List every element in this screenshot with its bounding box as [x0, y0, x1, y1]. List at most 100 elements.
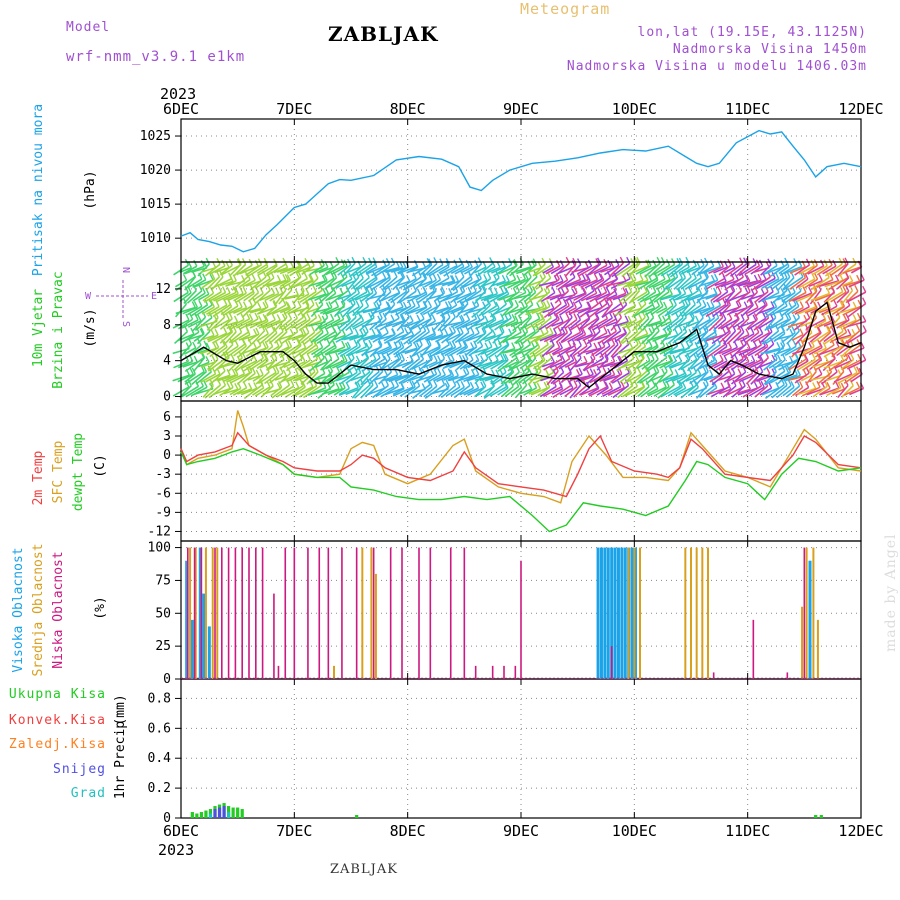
wind-barb: [193, 259, 198, 267]
wind-barb: [295, 381, 300, 389]
wind-barb: [246, 328, 251, 336]
wind-barb: [407, 306, 427, 315]
wind-barb: [351, 297, 356, 304]
wind-barb: [724, 276, 744, 291]
wind-barb: [366, 287, 371, 295]
wind-barb: [278, 345, 292, 357]
wind-barb: [740, 360, 756, 369]
wind-barb: [502, 331, 522, 344]
wind-barb: [601, 302, 622, 319]
wind-barb: [771, 354, 776, 362]
wind-barb: [206, 317, 219, 331]
wind-barb: [435, 293, 453, 301]
wind-barb: [675, 343, 694, 359]
legend-total-precip: Ukupna Kisa: [8, 687, 106, 702]
wind-barb: [737, 334, 750, 341]
wind-barb: [544, 293, 562, 301]
wind-barb: [620, 343, 639, 359]
wind-barb: [633, 325, 639, 332]
wind-barb: [345, 372, 362, 384]
wind-barb: [400, 340, 405, 348]
wind-barb: [489, 288, 494, 295]
wind-barb: [460, 289, 482, 305]
wind-barb: [543, 385, 563, 398]
low-cloud-bar: [277, 665, 280, 679]
wind-barb: [197, 361, 210, 368]
wind-barb: [726, 373, 742, 383]
wind-barb: [569, 299, 574, 307]
wind-barb: [792, 292, 813, 302]
high-cloud-bar: [613, 547, 617, 679]
total-precip-bar: [236, 807, 240, 818]
wind-barb: [736, 263, 750, 277]
wind-barb: [303, 330, 322, 345]
wind-barb: [676, 276, 692, 291]
wind-barb: [860, 273, 865, 281]
wind-barb: [814, 319, 827, 329]
y-tick-label: 0: [163, 811, 171, 826]
wind-barb: [611, 262, 631, 278]
wind-barb: [792, 314, 797, 321]
wind-barb: [259, 360, 275, 369]
wind-barb: [300, 371, 316, 385]
wind-barb: [286, 366, 292, 374]
wind-barb: [423, 300, 428, 308]
wind-barb: [226, 318, 245, 330]
wind-barb: [379, 266, 400, 274]
wind-barb: [650, 301, 656, 309]
wind-barb: [361, 369, 366, 376]
wind-barb: [370, 334, 382, 341]
wind-barb: [196, 330, 211, 345]
wind-barb: [576, 369, 581, 376]
mid-cloud-bar: [204, 547, 207, 679]
wind-barb: [464, 352, 469, 360]
wind-barb: [553, 318, 570, 330]
y-tick-label: 0.8: [148, 691, 171, 706]
wind-barb: [359, 299, 364, 306]
wind-barb: [645, 286, 650, 294]
wind-barb: [344, 342, 350, 350]
wind-barb: [418, 358, 433, 371]
wind-barb: [540, 300, 545, 307]
wind-barb: [475, 368, 480, 375]
wind-barb: [256, 266, 269, 274]
wind-barb: [735, 291, 751, 303]
wind-barb: [193, 333, 205, 342]
wind-barb: [315, 361, 328, 368]
wind-barb: [395, 311, 400, 319]
wind-barb: [718, 264, 732, 276]
wind-barb: [643, 285, 648, 293]
wind-barb: [538, 317, 558, 331]
wind-barb: [791, 306, 804, 315]
wind-barb: [314, 316, 329, 332]
wind-barb: [764, 370, 786, 386]
low-cloud-bar: [491, 665, 494, 679]
wind-barb: [677, 358, 691, 371]
wind-barb: [645, 371, 660, 385]
wind-barb: [203, 291, 222, 303]
wind-barb: [426, 264, 444, 276]
wind-barb: [582, 333, 596, 342]
wind-barb: [673, 292, 687, 302]
pressure-unit: (hPa): [83, 170, 98, 209]
wind-barb: [463, 373, 480, 383]
wind-barb: [593, 369, 598, 376]
wind-barb: [709, 373, 723, 383]
wind-barb: [256, 320, 269, 328]
wind-barb: [431, 314, 436, 322]
wind-barb: [487, 277, 500, 290]
wind-barb: [809, 289, 822, 305]
wind-barb: [364, 325, 369, 333]
coords-label: lon,lat (19.15E, 43.1125N): [637, 25, 867, 40]
wind-barb: [758, 259, 764, 267]
wind-barb: [592, 317, 613, 331]
wind-barb: [654, 340, 659, 348]
wind-barb: [564, 318, 578, 330]
wind-barb: [828, 357, 849, 372]
low-cloud-bar: [193, 547, 196, 679]
high-cloud-bar: [190, 619, 194, 679]
wind-barb: [536, 277, 552, 290]
wind-barb: [843, 387, 860, 396]
wind-barb: [428, 373, 442, 383]
wind-barb: [621, 330, 638, 345]
